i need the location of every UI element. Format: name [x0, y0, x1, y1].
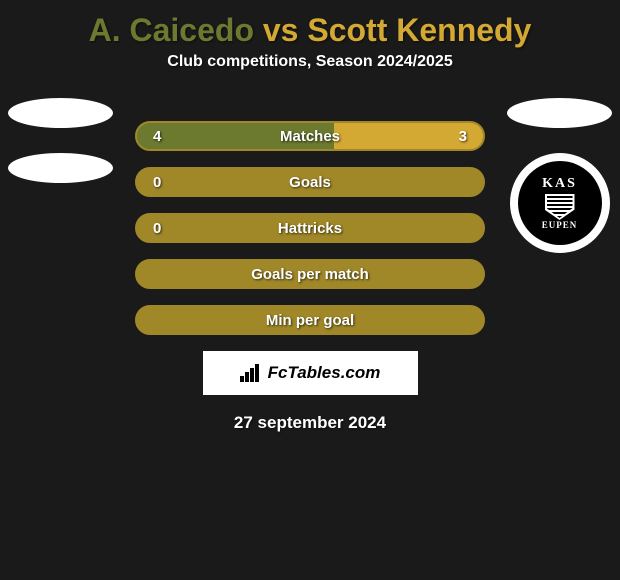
player1-avatar-placeholder	[8, 98, 113, 128]
player2-avatar-placeholder	[507, 98, 612, 128]
stat-bar: Goals per match	[135, 259, 485, 289]
club-name-top: KAS	[542, 176, 577, 192]
club-logo-inner: KAS EUPEN	[518, 161, 602, 245]
stat-value-left: 0	[153, 220, 173, 237]
stat-bar: 0 Goals	[135, 167, 485, 197]
player1-badges	[8, 98, 113, 208]
stat-label: Hattricks	[278, 220, 342, 237]
stat-value-left: 0	[153, 174, 173, 191]
club-shield-icon	[545, 194, 575, 220]
player2-badges: KAS EUPEN	[507, 98, 612, 253]
bars-icon	[240, 364, 262, 382]
date-text: 27 september 2024	[0, 413, 620, 433]
attribution-box: FcTables.com	[203, 351, 418, 395]
player1-club-placeholder	[8, 153, 113, 183]
stat-value-left: 4	[153, 128, 173, 145]
stat-label: Goals per match	[251, 266, 369, 283]
player1-name-title: A. Caicedo	[89, 12, 254, 48]
vs-text: vs	[263, 12, 307, 48]
stat-row: 0 Hattricks	[135, 213, 485, 243]
stat-bar: 0 Hattricks	[135, 213, 485, 243]
stat-label: Goals	[289, 174, 331, 191]
stat-label: Matches	[280, 128, 340, 145]
player2-name-title: Scott Kennedy	[307, 12, 531, 48]
attribution-text: FcTables.com	[268, 363, 381, 383]
stat-row: Min per goal	[135, 305, 485, 335]
stat-row: 4 Matches 3	[135, 121, 485, 151]
stat-value-right: 3	[447, 128, 467, 145]
club-name-bottom: EUPEN	[542, 220, 578, 230]
stat-row: Goals per match	[135, 259, 485, 289]
stat-label: Min per goal	[266, 312, 354, 329]
stat-row: 0 Goals	[135, 167, 485, 197]
stat-bar: Min per goal	[135, 305, 485, 335]
comparison-title: A. Caicedo vs Scott Kennedy	[0, 0, 620, 53]
stat-bar: 4 Matches 3	[135, 121, 485, 151]
stats-container: 4 Matches 3 0 Goals 0 Hattricks Goals per match…	[135, 101, 485, 335]
season-subtitle: Club competitions, Season 2024/2025	[0, 53, 620, 101]
player2-club-logo: KAS EUPEN	[510, 153, 610, 253]
